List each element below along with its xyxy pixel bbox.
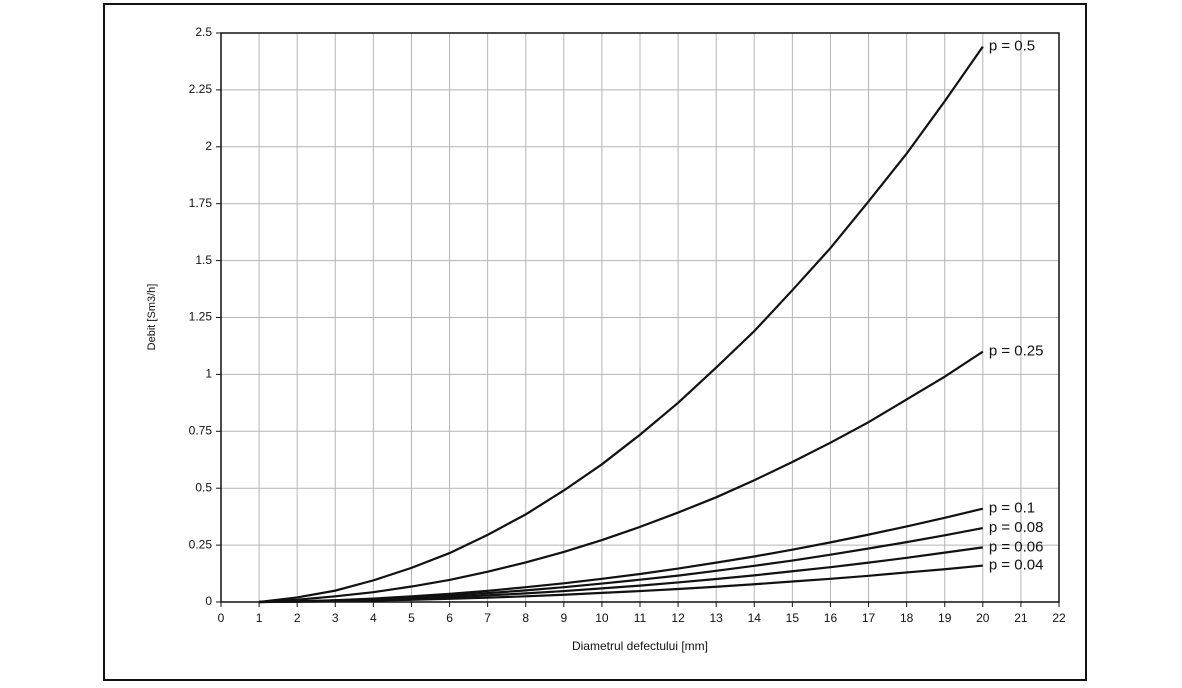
y-tick-label: 2 xyxy=(205,139,212,153)
x-tick-label: 7 xyxy=(484,611,491,625)
y-tick-label: 0.5 xyxy=(195,480,212,494)
y-tick-label: 0 xyxy=(205,594,212,608)
y-tick-label: 1 xyxy=(205,367,212,381)
x-tick-label: 18 xyxy=(900,611,914,625)
series-label: p = 0.25 xyxy=(989,343,1044,360)
frame xyxy=(103,3,1087,681)
series-line xyxy=(259,350,984,604)
y-axis-label: Debit [Sm3/h] xyxy=(146,284,158,351)
y-tick-label: 1.25 xyxy=(189,310,213,324)
x-tick-label: 3 xyxy=(332,611,339,625)
series-label: p = 0.1 xyxy=(989,500,1035,517)
x-tick-label: 13 xyxy=(710,611,724,625)
y-tick-label: 1.75 xyxy=(189,196,213,210)
x-tick-label: 4 xyxy=(370,611,377,625)
x-tick-label: 21 xyxy=(1014,611,1028,625)
y-tick-label: 0.75 xyxy=(189,423,213,437)
x-tick-label: 15 xyxy=(786,611,800,625)
series-label: p = 0.5 xyxy=(989,38,1035,55)
x-tick-label: 12 xyxy=(671,611,685,625)
series-line xyxy=(258,46,984,604)
x-tick-label: 5 xyxy=(408,611,415,625)
x-tick-label: 20 xyxy=(976,611,990,625)
x-tick-label: 11 xyxy=(634,611,647,625)
x-tick-label: 16 xyxy=(824,611,838,625)
x-tick-label: 22 xyxy=(1052,611,1066,625)
x-tick-label: 10 xyxy=(595,611,609,625)
series-line xyxy=(259,564,983,604)
x-tick-label: 6 xyxy=(446,611,453,625)
x-tick-label: 17 xyxy=(862,611,876,625)
series-label: p = 0.04 xyxy=(989,557,1044,574)
series-label: p = 0.06 xyxy=(989,538,1044,555)
series-label: p = 0.08 xyxy=(989,519,1044,536)
x-tick-label: 1 xyxy=(256,611,263,625)
x-tick-label: 2 xyxy=(294,611,301,625)
x-tick-label: 14 xyxy=(748,611,762,625)
y-tick-label: 2.5 xyxy=(195,25,212,39)
x-tick-label: 9 xyxy=(560,611,567,625)
x-tick-label: 0 xyxy=(218,611,225,625)
x-tick-label: 19 xyxy=(938,611,952,625)
x-tick-label: 8 xyxy=(522,611,529,625)
y-tick-label: 0.25 xyxy=(189,537,213,551)
x-axis-label: Diametrul defectului [mm] xyxy=(572,639,708,653)
y-tick-label: 1.5 xyxy=(195,253,212,267)
plot-border xyxy=(220,32,1060,603)
y-tick-label: 2.25 xyxy=(189,82,213,96)
